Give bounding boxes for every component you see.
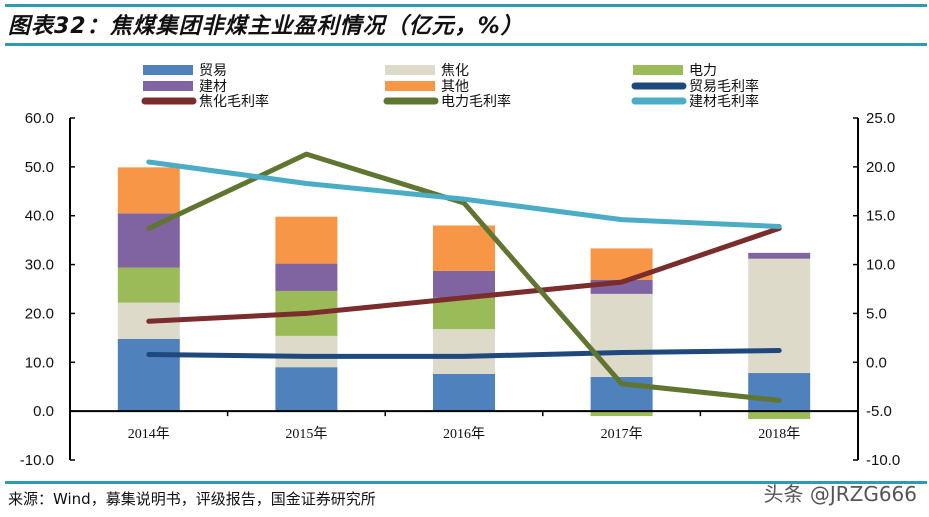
bar-焦化-2016年: [433, 329, 495, 375]
right-tick-label: -10.0: [866, 452, 900, 469]
right-tick-label: 25.0: [866, 110, 895, 127]
top-rule: [5, 4, 927, 7]
left-tick-label: -10.0: [20, 452, 54, 469]
legend-swatch-建材: [143, 81, 193, 91]
bar-贸易-2016年: [433, 374, 495, 412]
legend-swatch-贸易: [143, 65, 193, 75]
x-tick-label: 2015年: [285, 426, 327, 442]
right-tick-label: 10.0: [866, 257, 895, 274]
bar-焦化-2015年: [275, 335, 338, 368]
bar-贸易-2018年: [748, 373, 811, 412]
right-tick-label: 0.0: [866, 354, 887, 371]
watermark: 头条 @JRZG666: [763, 482, 917, 506]
bar-贸易-2014年: [117, 338, 180, 412]
legend-label-其他: 其他: [441, 79, 469, 95]
line-电力毛利率: [146, 151, 782, 403]
title-rule: [5, 43, 927, 46]
bar-焦化-2018年: [748, 258, 811, 374]
legend-swatch-焦化: [385, 65, 435, 75]
left-tick-label: 0.0: [33, 403, 54, 420]
chart-title: 图表32：焦煤集团非煤主业盈利情况（亿元，%）: [8, 14, 524, 39]
bar-建材-2014年: [117, 213, 180, 268]
legend-swatch-其他: [385, 81, 435, 91]
bar-焦化-2017年: [590, 293, 653, 377]
line-建材毛利率: [146, 159, 782, 229]
legend-label-贸易毛利率: 贸易毛利率: [689, 78, 759, 95]
legend-label-贸易: 贸易: [199, 63, 227, 79]
x-tick-label: 2017年: [601, 426, 643, 442]
line-贸易毛利率: [146, 348, 782, 359]
legend-swatch-电力: [633, 65, 683, 75]
left-tick-label: 60.0: [25, 110, 54, 127]
bottom-rule: [5, 481, 927, 484]
source-note: 来源：Wind，募集说明书，评级报告，国金证券研究所: [8, 490, 376, 508]
legend-label-电力毛利率: 电力毛利率: [441, 93, 511, 110]
bar-其他-2014年: [117, 167, 180, 214]
x-tick-label: 2014年: [128, 426, 170, 442]
x-tick-label: 2016年: [443, 426, 485, 442]
bar-建材-2015年: [275, 263, 338, 291]
right-tick-label: 20.0: [866, 159, 895, 176]
bar-电力-2014年: [117, 267, 180, 303]
right-tick-label: -5.0: [866, 403, 892, 420]
x-tick-label: 2018年: [758, 426, 800, 442]
bar-电力-2016年: [433, 297, 495, 330]
bar-贸易-2015年: [275, 367, 338, 412]
legend-label-电力: 电力: [689, 63, 717, 79]
bar-其他-2015年: [275, 216, 338, 264]
left-tick-label: 30.0: [25, 257, 54, 274]
bar-电力-2018年: [748, 411, 811, 419]
right-tick-label: 15.0: [866, 208, 895, 225]
right-tick-label: 5.0: [866, 305, 887, 322]
bar-电力-2017年: [590, 411, 653, 417]
legend-label-焦化毛利率: 焦化毛利率: [199, 93, 269, 110]
line-焦化毛利率: [146, 225, 782, 324]
legend-label-建材毛利率: 建材毛利率: [689, 93, 759, 110]
bar-建材-2018年: [748, 252, 811, 259]
left-tick-label: 40.0: [25, 208, 54, 225]
legend-label-建材: 建材: [199, 79, 227, 95]
legend-label-焦化: 焦化: [441, 63, 469, 79]
bar-其他-2016年: [433, 225, 495, 271]
left-tick-label: 50.0: [25, 159, 54, 176]
left-tick-label: 10.0: [25, 354, 54, 371]
left-tick-label: 20.0: [25, 305, 54, 322]
